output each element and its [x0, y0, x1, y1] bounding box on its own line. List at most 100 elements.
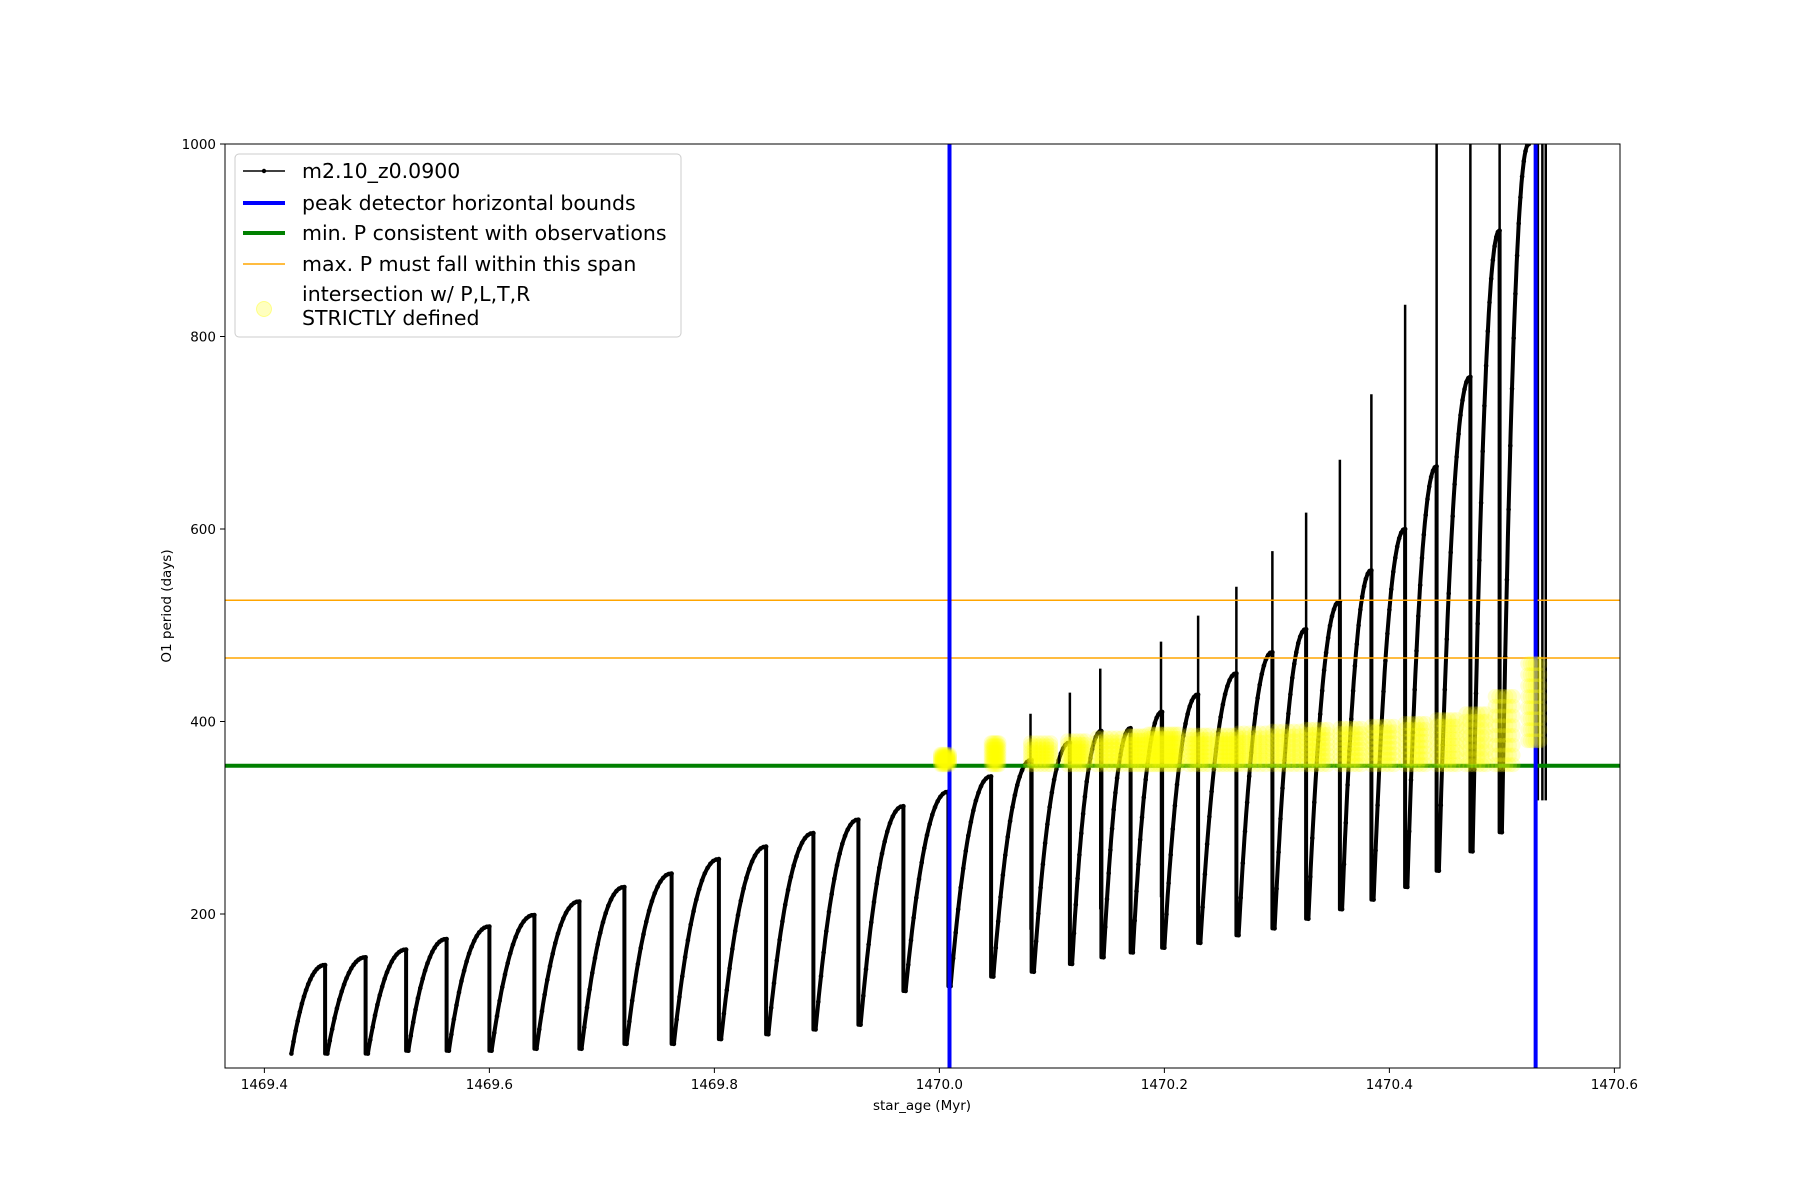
intersection-point	[1491, 718, 1507, 734]
intersection-point	[1429, 757, 1445, 773]
intersection-point	[1445, 712, 1461, 728]
intersection-point	[1217, 753, 1233, 768]
intersection-point	[1417, 715, 1433, 731]
intersection-point	[1104, 753, 1120, 769]
intersection-point	[1114, 738, 1130, 754]
intersection-point	[940, 749, 956, 765]
intersection-point	[1340, 757, 1356, 773]
intersection-point	[1241, 757, 1257, 773]
intersection-point	[1228, 731, 1244, 747]
series-point	[1499, 829, 1505, 835]
series-point	[1358, 607, 1363, 612]
intersection-point	[1298, 742, 1314, 757]
intersection-point	[1336, 752, 1352, 768]
series-point	[1042, 840, 1048, 846]
series-point	[1148, 737, 1154, 742]
intersection-point	[1377, 724, 1393, 740]
intersection-point	[988, 735, 1004, 751]
intersection-point	[1429, 725, 1445, 740]
series-point	[961, 866, 966, 871]
series-point	[1150, 728, 1156, 733]
intersection-point	[1336, 741, 1352, 757]
intersection-point	[1372, 740, 1388, 756]
series-point	[1389, 586, 1394, 592]
intersection-point	[1258, 752, 1274, 768]
series-point	[629, 998, 635, 1003]
series-point	[845, 827, 850, 832]
series-point	[649, 898, 655, 904]
intersection-point	[1372, 757, 1388, 773]
series-point	[461, 968, 467, 973]
series-point	[1508, 443, 1513, 449]
series-point	[1038, 885, 1043, 890]
series-point	[1519, 174, 1525, 179]
series-point	[1478, 500, 1484, 506]
series-point	[539, 1009, 545, 1014]
intersection-point	[1458, 750, 1474, 765]
intersection-point	[1405, 715, 1421, 731]
intersection-point	[1189, 731, 1205, 747]
series-point	[1152, 721, 1158, 726]
intersection-point	[936, 746, 952, 762]
series-point	[1058, 751, 1064, 756]
series-point	[297, 1009, 303, 1015]
intersection-point	[1505, 708, 1521, 724]
series-point	[289, 1051, 294, 1056]
intersection-point	[988, 751, 1004, 766]
intersection-point	[1478, 735, 1494, 751]
series-point	[966, 833, 971, 838]
intersection-point	[1109, 741, 1125, 757]
intersection-point	[940, 746, 956, 762]
intersection-point	[1217, 748, 1233, 764]
intersection-point	[1154, 752, 1170, 768]
series-point	[1373, 848, 1378, 853]
intersection-point	[1221, 744, 1237, 760]
series-point	[879, 851, 885, 857]
intersection-point	[1368, 757, 1384, 773]
intersection-point	[1221, 753, 1237, 768]
intersection-point	[989, 747, 1005, 763]
intersection-point	[1417, 751, 1433, 767]
intersection-point	[983, 741, 999, 757]
intersection-point	[1363, 729, 1379, 745]
intersection-point	[1417, 727, 1433, 743]
intersection-point	[1449, 731, 1465, 747]
intersection-point	[1136, 757, 1152, 773]
intersection-point	[1185, 740, 1201, 756]
intersection-point	[1193, 757, 1209, 773]
intersection-point	[1127, 753, 1143, 769]
intersection-point	[1532, 689, 1548, 705]
series-point	[1482, 403, 1487, 409]
intersection-point	[1067, 750, 1083, 766]
series-point	[682, 955, 688, 960]
series-point	[1440, 742, 1446, 748]
intersection-point	[1532, 722, 1548, 738]
series-point	[1428, 474, 1434, 480]
intersection-point	[940, 752, 956, 768]
series-point	[993, 945, 999, 951]
intersection-point	[1136, 749, 1152, 765]
series-point	[500, 984, 505, 990]
intersection-point	[1168, 744, 1184, 760]
intersection-point	[1505, 757, 1521, 773]
series-point	[741, 886, 746, 891]
intersection-point	[1241, 734, 1257, 750]
intersection-point	[1023, 738, 1038, 754]
series-point	[1485, 329, 1491, 334]
intersection-point	[1505, 698, 1521, 714]
intersection-point	[1166, 757, 1182, 773]
series-point	[971, 808, 976, 813]
series-point	[563, 910, 569, 916]
y-axis-label: O1 period (days)	[159, 549, 175, 662]
intersection-point	[1023, 744, 1038, 760]
intersection-point	[1258, 757, 1274, 773]
series-point	[1483, 363, 1489, 369]
intersection-point	[1217, 736, 1233, 751]
x-tick-label: 1470.6	[1591, 1077, 1638, 1093]
intersection-point	[1181, 744, 1197, 760]
intersection-point	[1236, 734, 1252, 750]
intersection-point	[1405, 751, 1421, 767]
series-point	[680, 973, 685, 979]
intersection-point	[1031, 735, 1047, 751]
series-point	[908, 938, 914, 943]
